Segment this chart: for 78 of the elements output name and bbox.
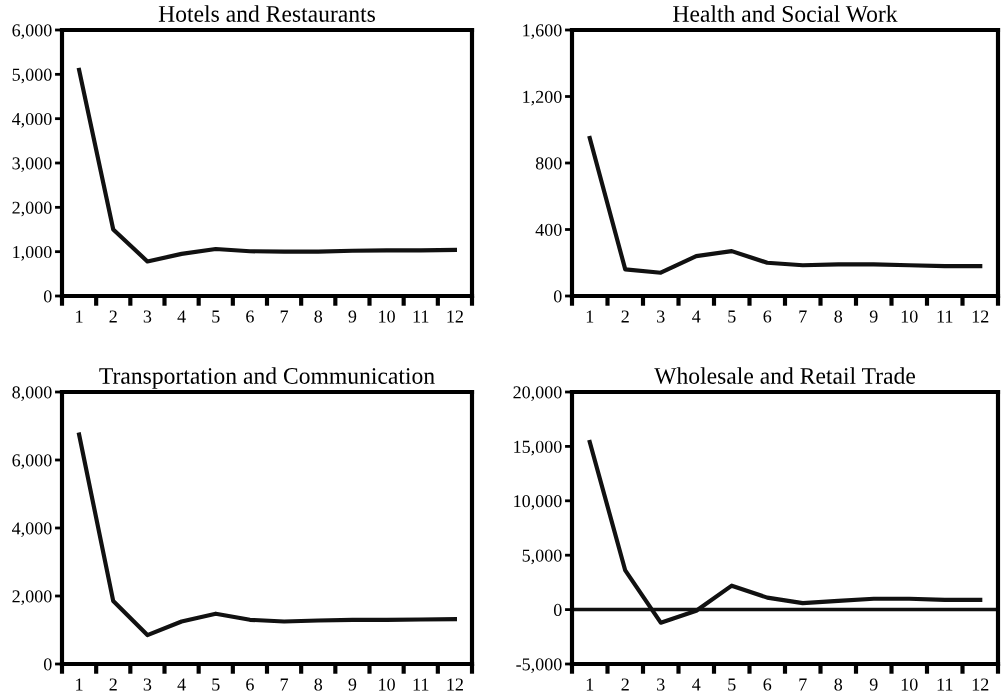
- y-tick-label: 0: [43, 290, 52, 303]
- y-tick-label: 800: [535, 157, 562, 170]
- x-tick-label: 6: [246, 310, 254, 323]
- x-tick-label: 12: [447, 310, 463, 323]
- chart-title: Transportation and Communication: [99, 367, 435, 389]
- y-tick-label: 2,000: [12, 201, 52, 217]
- y-tick-label: 5,000: [12, 68, 52, 84]
- x-tick-label: 10: [901, 678, 918, 691]
- line-series: [587, 135, 983, 275]
- x-tick-label: 4: [177, 678, 186, 691]
- x-tick-label: 10: [901, 310, 918, 323]
- x-tick-label: 4: [692, 678, 701, 691]
- y-tick-label: 6,000: [12, 24, 52, 40]
- x-tick-label: 1: [76, 678, 83, 691]
- x-tick-label: 11: [413, 678, 429, 691]
- x-tick-label: 5: [212, 678, 220, 691]
- x-tick-label: 7: [280, 678, 289, 691]
- x-tick-label: 8: [834, 678, 843, 691]
- y-tick-label: 4,000: [12, 522, 52, 538]
- x-tick-label: 4: [692, 310, 701, 323]
- x-tick-label: 8: [314, 678, 323, 691]
- x-tick-label: 9: [348, 310, 357, 323]
- y-tick-label: 400: [535, 223, 562, 236]
- x-tick-label: 4: [177, 310, 186, 323]
- line-series: [76, 432, 458, 638]
- x-tick-label: 2: [621, 310, 629, 323]
- y-tick-label: 5,000: [522, 549, 562, 565]
- x-tick-label: 9: [348, 678, 357, 691]
- x-tick-label: 7: [799, 678, 807, 691]
- y-tick-label: 1,600: [523, 24, 562, 40]
- x-tick-label: 5: [728, 310, 736, 323]
- x-tick-label: 6: [246, 678, 254, 691]
- y-tick-label: 15,000: [514, 440, 562, 456]
- x-tick-label: 1: [586, 310, 594, 323]
- y-tick-label: 10,000: [514, 495, 562, 510]
- x-tick-label: 10: [379, 678, 395, 691]
- x-tick-label: 8: [834, 310, 843, 323]
- x-tick-label: 11: [937, 678, 953, 691]
- x-tick-label: 10: [379, 310, 395, 323]
- x-tick-label: 12: [972, 310, 989, 323]
- x-tick-label: 2: [109, 310, 117, 323]
- x-tick-label: 7: [799, 310, 807, 323]
- x-tick-label: 12: [447, 678, 463, 691]
- x-tick-label: 12: [972, 678, 989, 691]
- chart-title: Wholesale and Retail Trade: [654, 367, 915, 385]
- y-tick-label: -5,000: [516, 658, 562, 674]
- y-tick-label: 20,000: [513, 386, 562, 402]
- x-tick-label: 3: [143, 310, 152, 323]
- y-tick-label: 8,000: [12, 386, 52, 402]
- y-tick-label: 6,000: [12, 454, 52, 470]
- x-tick-label: 6: [763, 310, 772, 323]
- y-tick-label: 2,000: [12, 590, 52, 606]
- x-tick-label: 9: [869, 678, 878, 691]
- x-tick-label: 8: [314, 310, 323, 323]
- chart-title: Hotels and Restaurants: [158, 5, 375, 22]
- x-tick-label: 11: [413, 310, 429, 323]
- x-tick-label: 1: [586, 678, 594, 691]
- x-tick-label: 2: [109, 678, 117, 691]
- x-tick-label: 9: [869, 310, 878, 323]
- x-tick-label: 7: [280, 310, 289, 323]
- x-tick-label: 1: [76, 310, 83, 323]
- x-tick-label: 3: [657, 678, 665, 691]
- y-tick-label: 0: [553, 603, 562, 617]
- x-tick-label: 2: [621, 678, 629, 691]
- y-tick-label: 4,000: [12, 112, 52, 128]
- x-tick-label: 3: [657, 310, 665, 323]
- y-tick-label: 0: [43, 658, 52, 671]
- y-tick-label: 1,000: [13, 245, 52, 261]
- x-tick-label: 5: [212, 310, 220, 323]
- x-tick-label: 11: [937, 310, 953, 323]
- chart-title: Health and Social Work: [673, 5, 898, 23]
- x-tick-label: 5: [728, 678, 736, 691]
- y-tick-label: 0: [553, 290, 562, 303]
- line-series: [76, 67, 458, 264]
- y-tick-label: 3,000: [12, 157, 52, 173]
- x-tick-label: 3: [143, 678, 152, 691]
- x-tick-label: 6: [763, 678, 772, 691]
- y-tick-label: 1,200: [523, 90, 562, 106]
